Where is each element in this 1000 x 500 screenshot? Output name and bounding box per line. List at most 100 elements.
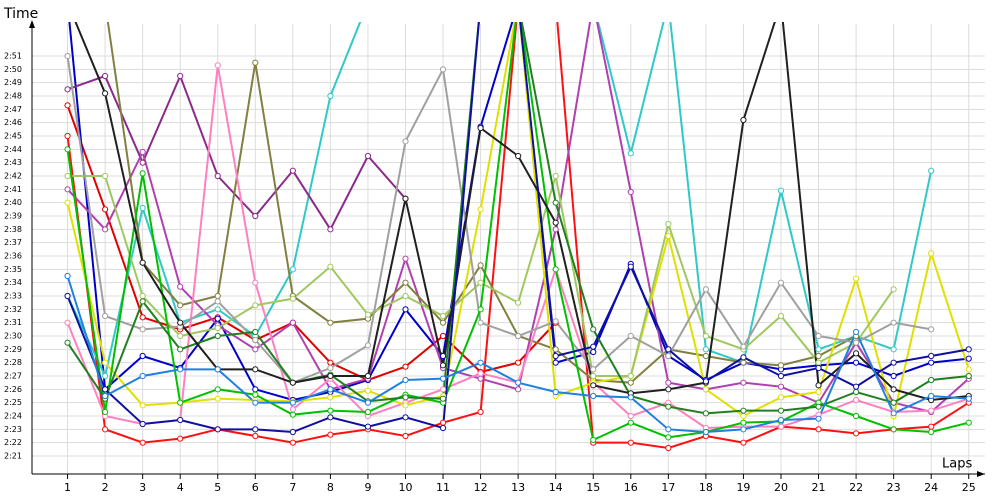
data-point [327, 372, 334, 380]
data-point [852, 328, 860, 336]
data-point [214, 332, 221, 340]
data-point [665, 403, 672, 410]
data-point [477, 408, 484, 416]
data-point [177, 399, 184, 406]
data-point [139, 159, 146, 166]
y-tick-label: 2:41 [4, 185, 22, 194]
data-point [553, 0, 558, 5]
data-point [177, 302, 184, 309]
data-point [777, 416, 785, 424]
data-point [553, 0, 558, 5]
data-point [702, 346, 709, 353]
data-point [778, 0, 783, 5]
data-point [516, 0, 521, 5]
data-point [252, 302, 259, 309]
data-point [702, 332, 709, 340]
data-point [439, 312, 447, 320]
y-tick-label: 2:26 [4, 385, 22, 394]
data-point [590, 326, 597, 333]
data-point [627, 379, 634, 386]
data-point [214, 386, 221, 393]
data-point [214, 292, 221, 300]
data-point [890, 386, 897, 393]
data-point [478, 0, 483, 5]
data-point [702, 378, 709, 385]
y-tick-label: 2:24 [4, 412, 22, 421]
data-point [665, 232, 672, 240]
data-point [665, 220, 672, 228]
data-point [402, 138, 409, 145]
y-tick-label: 2:40 [4, 198, 22, 207]
data-point [64, 52, 71, 60]
x-tick-label: 18 [699, 481, 713, 494]
data-point [890, 426, 897, 433]
data-point [515, 379, 522, 386]
data-point [139, 259, 146, 266]
data-point [402, 195, 409, 202]
y-tick-label: 2:25 [4, 398, 22, 407]
data-point [777, 372, 785, 380]
y-tick-label: 2:33 [4, 292, 22, 301]
y-tick-label: 2:34 [4, 278, 22, 287]
data-point [515, 299, 522, 306]
data-point [139, 298, 146, 305]
data-point [101, 206, 109, 213]
series-line [106, 22, 857, 384]
data-point [702, 410, 709, 417]
data-point [440, 0, 445, 5]
data-point [139, 170, 146, 177]
data-point [101, 386, 109, 393]
data-point [365, 0, 370, 5]
data-point [890, 359, 897, 366]
data-point [101, 312, 109, 320]
x-tick-label: 7 [289, 481, 296, 494]
series-area [64, 0, 972, 452]
data-point [439, 419, 447, 426]
data-point [64, 172, 71, 180]
data-point [177, 319, 184, 326]
data-point [402, 414, 409, 421]
data-point [214, 306, 221, 313]
data-point [214, 426, 221, 433]
data-point [403, 0, 408, 5]
data-point [252, 279, 259, 286]
data-point [627, 394, 634, 401]
data-point [928, 392, 935, 400]
data-point [289, 379, 296, 386]
data-point [740, 354, 747, 361]
data-point [591, 0, 596, 5]
data-point [515, 152, 522, 160]
y-tick-label: 2:44 [4, 145, 22, 154]
data-point [702, 352, 709, 360]
data-point [477, 262, 484, 269]
data-point [777, 394, 785, 401]
data-point [740, 412, 747, 420]
data-point [402, 402, 409, 409]
data-point [777, 279, 785, 286]
data-point [965, 419, 972, 426]
x-tick-label: 11 [436, 481, 450, 494]
data-point [214, 172, 221, 180]
data-point [289, 167, 296, 174]
data-point [327, 263, 334, 270]
data-point [65, 0, 70, 5]
y-tick-label: 2:50 [4, 65, 22, 74]
data-point [214, 395, 221, 402]
ticks: 2:21 2:22 2:23 2:24 2:25 2:26 2:27 2:28 2:29 2:30… [4, 52, 976, 495]
data-point [590, 392, 597, 400]
data-point [214, 324, 221, 332]
y-tick-label: 2:51 [4, 52, 22, 61]
data-point [327, 431, 334, 438]
y-tick-label: 2:38 [4, 225, 22, 234]
y-tick-label: 2:45 [4, 132, 22, 141]
data-point [890, 286, 897, 293]
data-point [402, 255, 409, 262]
data-point [327, 386, 334, 393]
data-point [139, 148, 146, 156]
data-point [777, 423, 785, 430]
data-point [516, 0, 521, 5]
data-point [740, 407, 747, 414]
data-point [477, 124, 484, 132]
data-point [64, 86, 71, 93]
data-point [516, 0, 521, 5]
